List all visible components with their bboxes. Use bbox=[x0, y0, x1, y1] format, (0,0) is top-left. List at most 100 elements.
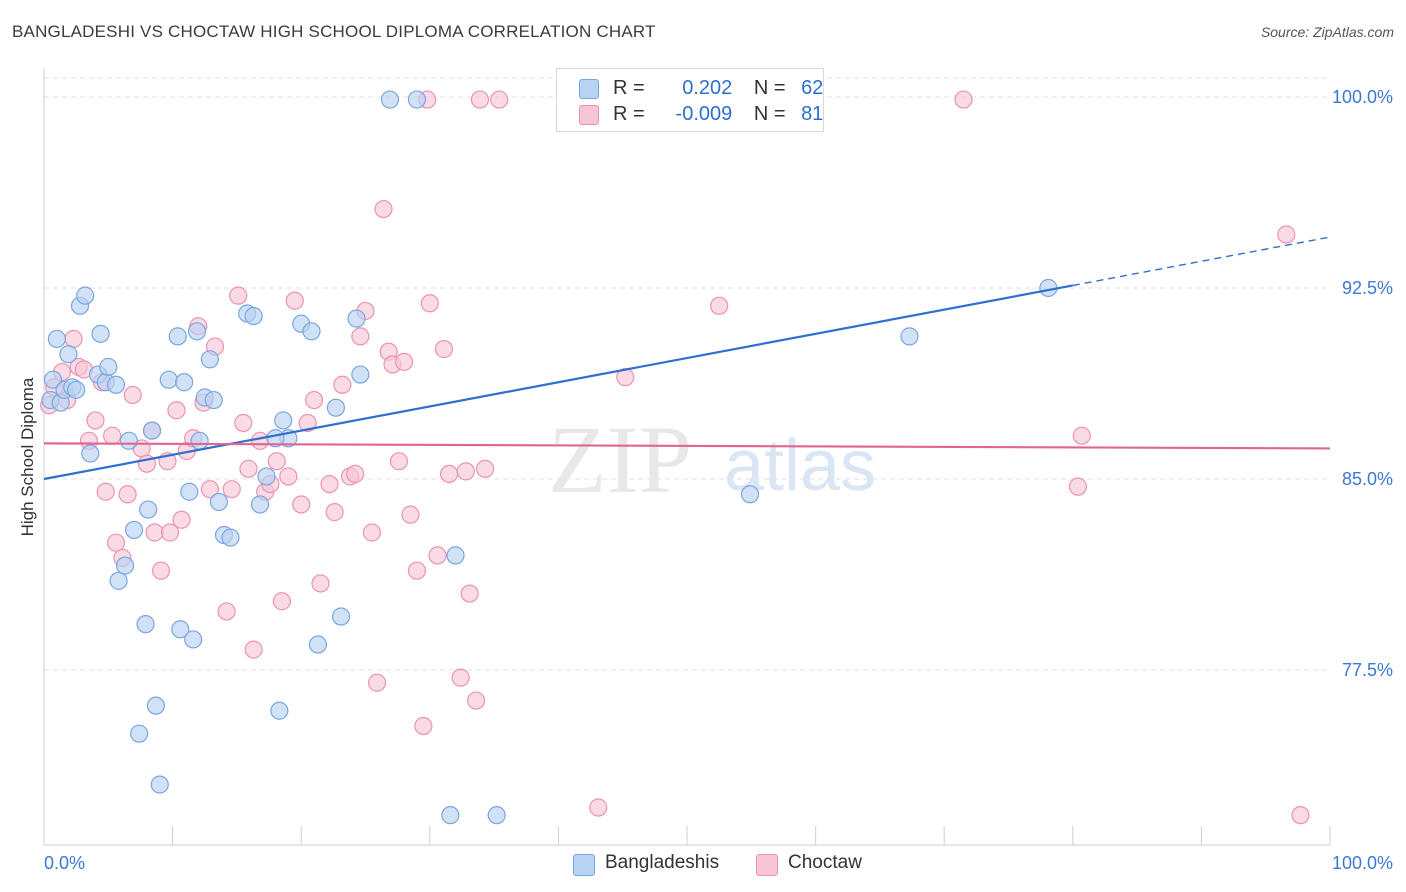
point-bangladeshis bbox=[740, 485, 760, 504]
watermark-zip: ZIP bbox=[548, 406, 692, 513]
y-tick-label: 100.0% bbox=[1332, 87, 1393, 107]
source-label: Source: ZipAtlas.com bbox=[1260, 24, 1394, 40]
point-bangladeshis bbox=[139, 500, 158, 519]
point-choctaw bbox=[362, 523, 382, 542]
point-choctaw bbox=[414, 716, 433, 736]
point-choctaw bbox=[304, 390, 324, 410]
legend-r-value: 0.202 bbox=[682, 77, 733, 99]
legend-swatch-pink bbox=[579, 105, 599, 125]
point-choctaw bbox=[311, 574, 330, 593]
point-choctaw bbox=[1072, 426, 1091, 445]
point-choctaw bbox=[320, 474, 339, 494]
point-choctaw bbox=[346, 464, 365, 484]
point-bangladeshis bbox=[326, 398, 346, 417]
point-choctaw bbox=[460, 584, 479, 603]
point-choctaw bbox=[439, 464, 459, 484]
point-choctaw bbox=[272, 592, 292, 611]
point-choctaw bbox=[217, 602, 236, 621]
point-bangladeshis bbox=[119, 431, 138, 450]
point-choctaw bbox=[367, 673, 387, 692]
point-bangladeshis bbox=[274, 411, 293, 430]
point-choctaw bbox=[123, 385, 142, 405]
point-choctaw bbox=[239, 459, 258, 478]
point-bangladeshis bbox=[150, 775, 169, 794]
point-choctaw bbox=[229, 286, 248, 305]
point-choctaw bbox=[351, 327, 370, 346]
point-bangladeshis bbox=[209, 492, 228, 512]
point-bangladeshis bbox=[106, 375, 126, 394]
point-choctaw bbox=[250, 431, 270, 450]
point-choctaw bbox=[64, 329, 83, 349]
point-choctaw bbox=[96, 482, 115, 501]
point-choctaw bbox=[279, 467, 298, 486]
legend-r-label: R = bbox=[613, 103, 645, 125]
point-bangladeshis bbox=[175, 373, 194, 392]
point-bangladeshis bbox=[59, 345, 78, 364]
point-bangladeshis bbox=[99, 357, 118, 377]
point-choctaw bbox=[160, 523, 180, 542]
legend-r-value: -0.009 bbox=[675, 103, 733, 125]
legend-n-label: N = bbox=[753, 103, 786, 125]
point-bangladeshis bbox=[171, 620, 190, 639]
point-bangladeshis bbox=[159, 370, 178, 389]
x-tick-label-max: 100.0% bbox=[1332, 853, 1393, 873]
legend-swatch-blue bbox=[579, 79, 599, 99]
bottom-legend-swatch-blue bbox=[573, 854, 595, 876]
point-bangladeshis bbox=[441, 806, 460, 825]
point-bangladeshis bbox=[168, 327, 187, 346]
point-bangladeshis bbox=[351, 365, 370, 384]
point-choctaw bbox=[285, 291, 304, 310]
point-choctaw bbox=[456, 462, 475, 481]
point-choctaw bbox=[267, 452, 286, 471]
point-choctaw bbox=[244, 640, 263, 659]
point-bangladeshis bbox=[67, 380, 86, 399]
y-tick-label: 85.0% bbox=[1342, 469, 1393, 489]
x-tick-label-min: 0.0% bbox=[44, 853, 85, 873]
legend-n-label: N = bbox=[753, 77, 786, 99]
point-bangladeshis bbox=[109, 571, 128, 590]
point-bangladeshis bbox=[487, 806, 506, 825]
point-bangladeshis bbox=[190, 431, 209, 450]
point-choctaw bbox=[298, 413, 317, 433]
legend-box: R = 0.202 N = 62 R = -0.009 N = 81 bbox=[556, 68, 824, 132]
point-choctaw bbox=[407, 561, 427, 580]
point-choctaw bbox=[401, 505, 420, 524]
point-choctaw bbox=[490, 90, 509, 109]
point-bangladeshis bbox=[180, 482, 199, 501]
point-bangladeshis bbox=[244, 306, 263, 326]
point-choctaw bbox=[325, 503, 344, 522]
point-choctaw bbox=[475, 459, 495, 478]
point-bangladeshis bbox=[308, 635, 328, 654]
point-bangladeshis bbox=[187, 322, 207, 341]
point-bangladeshis bbox=[146, 696, 165, 715]
watermark: ZIP atlas bbox=[548, 406, 876, 513]
bottom-legend-label-choctaw: Choctaw bbox=[788, 852, 862, 873]
point-bangladeshis bbox=[130, 724, 149, 743]
point-choctaw bbox=[1068, 477, 1088, 496]
trend-layer bbox=[43, 236, 1331, 481]
point-choctaw bbox=[1277, 225, 1296, 244]
point-bangladeshis bbox=[81, 444, 100, 463]
bottom-legend-label-bangladeshis: Bangladeshis bbox=[605, 852, 720, 873]
point-bangladeshis bbox=[900, 327, 919, 346]
point-bangladeshis bbox=[136, 615, 155, 634]
point-bangladeshis bbox=[47, 329, 66, 349]
point-choctaw bbox=[1291, 806, 1310, 825]
point-choctaw bbox=[86, 411, 105, 430]
y-tick-label: 92.5% bbox=[1342, 278, 1393, 298]
trend-line-choctaw bbox=[43, 442, 1331, 450]
legend-r-label: R = bbox=[613, 77, 645, 99]
point-choctaw bbox=[434, 340, 454, 359]
axis-layer: 77.5% 85.0% 92.5% 100.0% bbox=[43, 68, 1393, 846]
point-bangladeshis bbox=[347, 309, 366, 328]
point-choctaw bbox=[103, 426, 122, 445]
y-tick-label: 77.5% bbox=[1342, 660, 1393, 680]
point-bangladeshis bbox=[142, 421, 162, 440]
point-choctaw bbox=[394, 352, 414, 371]
point-choctaw bbox=[151, 561, 171, 580]
legend-n-value: 81 bbox=[801, 103, 824, 125]
point-choctaw bbox=[292, 495, 311, 514]
point-choctaw bbox=[589, 798, 608, 817]
point-choctaw bbox=[167, 401, 186, 420]
